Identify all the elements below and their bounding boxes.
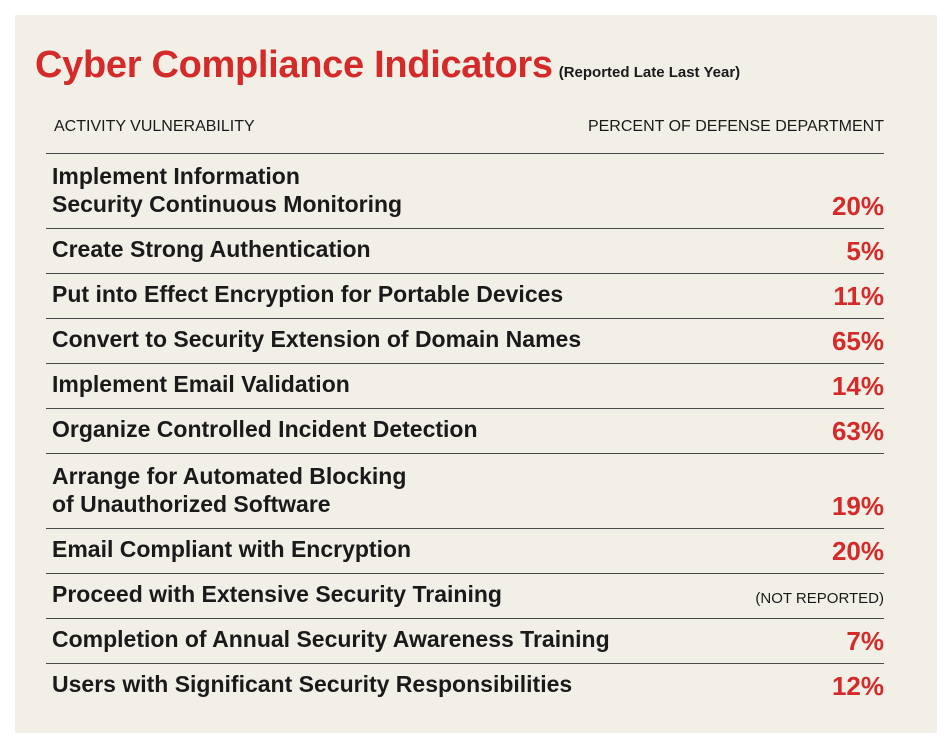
table-row: Email Compliant with Encryption 20%	[46, 528, 884, 573]
chart-subtitle: (Reported Late Last Year)	[558, 64, 741, 81]
activity-label-line: Implement Email Validation	[52, 371, 350, 398]
percent-value: 19%	[831, 491, 884, 521]
activity-label: Arrange for Automated Blocking of Unautho…	[52, 462, 406, 520]
percent-value: 5%	[846, 236, 884, 266]
percent-value: 65%	[831, 326, 884, 356]
activity-label-line: Arrange for Automated Blocking	[52, 462, 407, 489]
activity-label-line: Put into Effect Encryption for Portable …	[52, 281, 564, 308]
activity-label-line: Users with Significant Security Responsi…	[52, 671, 573, 698]
percent-value: 12%	[831, 671, 884, 701]
table-row: Implement Information Security Continuous…	[46, 153, 884, 228]
activity-label: Users with Significant Security Responsi…	[52, 670, 572, 699]
activity-label: Implement Email Validation	[52, 370, 350, 399]
activity-label: Organize Controlled Incident Detection	[52, 415, 478, 444]
table-row: Create Strong Authentication 5%	[46, 228, 884, 273]
percent-value: 20%	[831, 191, 884, 221]
activity-label-line: Email Compliant with Encryption	[52, 536, 412, 563]
activity-label-line: Security Continuous Monitoring	[52, 191, 403, 218]
table-row: Users with Significant Security Responsi…	[46, 663, 884, 708]
table-row: Convert to Security Extension of Domain …	[46, 318, 884, 363]
percent-value: 20%	[831, 536, 884, 566]
activity-label: Proceed with Extensive Security Training	[52, 580, 502, 609]
activity-label-line: Convert to Security Extension of Domain …	[52, 326, 582, 353]
activity-label: Implement Information Security Continuous…	[52, 162, 402, 220]
activity-label-line: Completion of Annual Security Awareness …	[52, 626, 610, 653]
activity-label-line: of Unauthorized Software	[52, 491, 331, 518]
activity-label: Convert to Security Extension of Domain …	[52, 325, 581, 354]
activity-label: Completion of Annual Security Awareness …	[52, 625, 610, 654]
percent-value: 14%	[831, 371, 884, 401]
activity-label: Put into Effect Encryption for Portable …	[52, 280, 563, 309]
title-row: Cyber Compliance Indicators (Reported Lat…	[35, 46, 740, 84]
table-row: Completion of Annual Security Awareness …	[46, 618, 884, 663]
table-row: Put into Effect Encryption for Portable …	[46, 273, 884, 318]
table-row: Organize Controlled Incident Detection 63…	[46, 408, 884, 453]
activity-label-line: Implement Information	[52, 162, 300, 189]
activity-label-line: Proceed with Extensive Security Training	[52, 581, 502, 608]
table-row: Arrange for Automated Blocking of Unautho…	[46, 453, 884, 528]
percent-value: 11%	[833, 281, 884, 311]
table-row: Implement Email Validation 14%	[46, 363, 884, 408]
activity-label: Email Compliant with Encryption	[52, 535, 411, 564]
percent-value: 7%	[846, 626, 884, 656]
activity-label-line: Organize Controlled Incident Detection	[52, 416, 478, 443]
percent-value: (NOT REPORTED)	[755, 590, 884, 607]
column-header-activity: ACTIVITY VULNERABILITY	[54, 118, 255, 135]
column-header-percent: PERCENT OF DEFENSE DEPARTMENT	[587, 118, 884, 135]
chart-panel	[15, 15, 937, 733]
activity-label-line: Create Strong Authentication	[52, 236, 371, 263]
percent-value: 63%	[831, 416, 884, 446]
table-row: Proceed with Extensive Security Training…	[46, 573, 884, 618]
table-body: Implement Information Security Continuous…	[46, 153, 884, 708]
chart-title: Cyber Compliance Indicators	[35, 44, 553, 86]
activity-label: Create Strong Authentication	[52, 235, 371, 264]
